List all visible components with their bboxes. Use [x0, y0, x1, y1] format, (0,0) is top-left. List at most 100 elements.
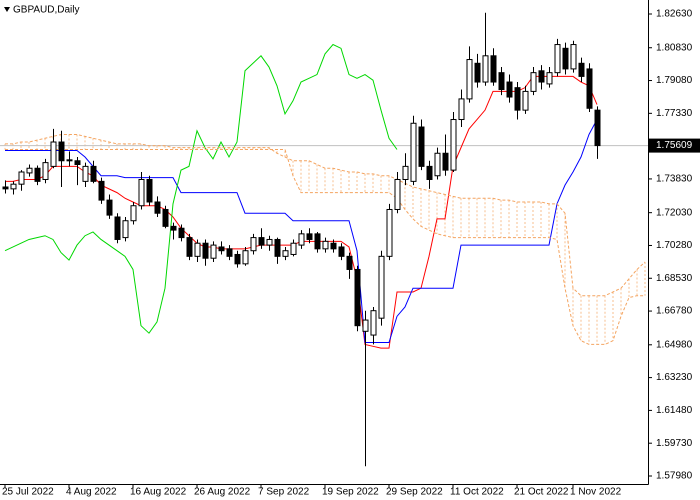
y-tick-label: 1.79080 [656, 75, 693, 86]
candle-body [194, 242, 201, 257]
chart-title: GBPAUD,Daily [13, 5, 80, 16]
candle-body [202, 242, 209, 259]
candle-body [170, 225, 177, 231]
candle-body [234, 253, 241, 265]
candle-body [322, 240, 329, 250]
plot-area [0, 12, 648, 467]
candle-body [210, 244, 217, 259]
candle-body [10, 183, 17, 190]
indicator-line [4, 43, 398, 334]
candle-body [90, 165, 97, 182]
candle-body [58, 141, 65, 162]
candle-body [242, 250, 249, 265]
candle-body [218, 246, 225, 252]
candle-body [2, 186, 9, 190]
candle-body [514, 87, 521, 111]
candle-body [490, 55, 497, 83]
candle-body [34, 167, 41, 182]
indicator-line [5, 119, 598, 344]
x-tick-label: 1 Nov 2022 [570, 487, 622, 498]
candle-body [146, 178, 153, 203]
y-tick-label: 1.82630 [656, 9, 693, 20]
candle-body [330, 242, 337, 250]
y-tick-label: 1.63230 [656, 372, 693, 383]
x-tick-label: 29 Sep 2022 [386, 487, 443, 498]
candle-body [122, 220, 129, 239]
candle-body [498, 72, 505, 91]
candle-body [226, 248, 233, 257]
candle-body [282, 250, 289, 257]
candle-body [410, 122, 417, 182]
candle-body [538, 70, 545, 83]
candle-body [266, 238, 273, 246]
x-tick-label: 7 Sep 2022 [258, 487, 310, 498]
candle-body [66, 159, 73, 162]
candle-body [458, 98, 465, 121]
candle-body [546, 72, 553, 85]
candle-body [26, 167, 33, 174]
candle-body [434, 152, 441, 177]
candle-body [106, 199, 113, 216]
candle-body [250, 237, 257, 252]
cloud-line [5, 149, 645, 345]
y-tick-label: 1.57980 [656, 471, 693, 482]
candle-body [114, 216, 121, 240]
candle-body [506, 81, 513, 98]
x-tick-label: 4 Aug 2022 [66, 487, 117, 498]
y-tick-label: 1.59730 [656, 438, 693, 449]
candle-body [522, 90, 529, 111]
candle-body [74, 160, 81, 166]
candle-body [154, 201, 161, 214]
last-price-box [648, 138, 700, 153]
symbol-menu-arrow[interactable] [4, 7, 10, 12]
candle-body [386, 208, 393, 257]
candle-body [298, 233, 305, 246]
x-tick-label: 16 Aug 2022 [130, 487, 187, 498]
candle-body [354, 268, 361, 327]
y-tick-label: 1.72030 [656, 207, 693, 218]
candle-body [274, 238, 281, 257]
candle-body [466, 59, 473, 100]
candle-body [338, 246, 345, 257]
candle-body [578, 62, 585, 77]
candle-body [378, 255, 385, 319]
candle-body [362, 319, 369, 332]
x-tick-label: 11 Oct 2022 [450, 487, 504, 498]
candle-body [186, 237, 193, 257]
x-tick-label: 26 Aug 2022 [194, 487, 251, 498]
y-tick-label: 1.66780 [656, 306, 693, 317]
candle-body [418, 126, 425, 167]
candle-body [426, 165, 433, 180]
candle-body [314, 233, 321, 250]
candle-body [402, 165, 409, 180]
candle-body [290, 242, 297, 255]
candle-body [258, 237, 265, 246]
candle-body [554, 44, 561, 74]
y-tick-label: 1.61480 [656, 405, 693, 416]
y-tick-label: 1.73830 [656, 174, 693, 185]
candle-body [82, 165, 89, 182]
candle-body [18, 171, 25, 185]
candle-body [530, 72, 537, 92]
y-tick-label: 1.80830 [656, 42, 693, 53]
candle-body [162, 208, 169, 227]
y-tick-label: 1.64980 [656, 339, 693, 350]
candle-body [130, 205, 137, 222]
candle-body [178, 227, 185, 239]
y-tick-label: 1.68530 [656, 273, 693, 284]
x-tick-label: 25 Jul 2022 [2, 487, 54, 498]
candle-body [482, 55, 489, 83]
candle-body [450, 119, 457, 171]
candle-body [98, 180, 105, 201]
candle-body [50, 141, 57, 167]
candle-body [562, 47, 569, 70]
y-tick-label: 1.77330 [656, 108, 693, 119]
candle-body [346, 255, 353, 270]
candle-body [370, 310, 377, 336]
cloud-line [5, 134, 646, 297]
candle-body [594, 109, 601, 147]
x-tick-label: 19 Sep 2022 [322, 487, 379, 498]
candle-body [42, 162, 49, 180]
